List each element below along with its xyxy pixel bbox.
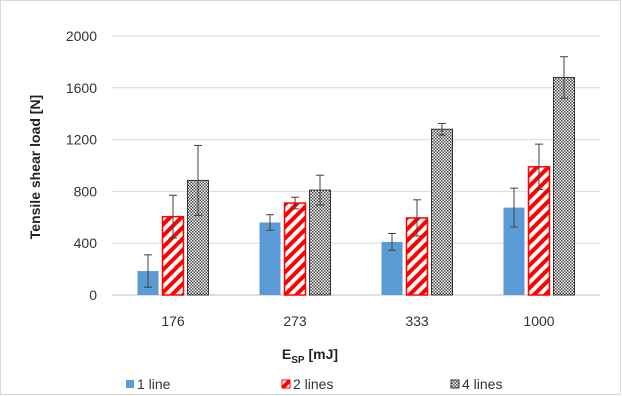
error-bar <box>535 143 543 190</box>
error-bar <box>266 214 274 231</box>
y-tick-label: 800 <box>74 183 98 199</box>
error-bar <box>560 56 568 99</box>
x-axis-title-unit: [mJ] <box>305 346 338 362</box>
error-bar <box>510 187 518 228</box>
y-tick-label: 0 <box>89 287 97 303</box>
bar-1-line-1000 <box>503 207 525 295</box>
error-bar <box>413 199 421 237</box>
error-bar <box>438 122 446 136</box>
bar-4-lines-333 <box>431 128 453 296</box>
x-tick-label: 176 <box>161 313 185 329</box>
y-tick-label: 2000 <box>66 28 97 44</box>
bar-1-line-333 <box>381 241 403 295</box>
legend-label: 1 line <box>137 376 171 392</box>
legend: 1 line 2 lines 4 lines <box>126 376 502 392</box>
legend-swatch <box>281 379 291 389</box>
bar-1-line-273 <box>259 222 281 295</box>
y-tick-label: 1600 <box>66 80 97 96</box>
y-tick-labels: 0 400 800 1200 1600 2000 <box>66 28 97 303</box>
bar-2-lines-273 <box>283 202 307 296</box>
bar-4-lines-273 <box>309 189 331 296</box>
error-bar <box>291 196 299 210</box>
y-tick-label: 400 <box>74 235 98 251</box>
x-tick-label: 1000 <box>523 313 554 329</box>
bars <box>137 76 575 296</box>
error-bar <box>144 254 152 288</box>
error-bar <box>388 232 396 251</box>
error-bars <box>144 56 568 288</box>
x-axis-title-subscript: SP <box>291 355 305 366</box>
error-bar <box>316 174 324 206</box>
y-tick-label: 1200 <box>66 132 97 148</box>
error-bar <box>194 144 202 216</box>
legend-label: 2 lines <box>293 376 333 392</box>
x-tick-label: 273 <box>283 313 307 329</box>
y-axis-title: Tensile shear load [N] <box>27 95 43 239</box>
x-tick-label: 333 <box>405 313 429 329</box>
bar-4-lines-1000 <box>553 76 575 296</box>
legend-label: 4 lines <box>462 376 502 392</box>
legend-swatch <box>450 379 460 389</box>
x-axis-title: ESP [mJ] <box>282 346 338 366</box>
error-bar <box>169 194 177 239</box>
x-tick-labels: 176 273 333 1000 <box>161 313 554 329</box>
x-axis-title-main: E <box>282 346 291 362</box>
legend-swatch <box>126 380 134 388</box>
